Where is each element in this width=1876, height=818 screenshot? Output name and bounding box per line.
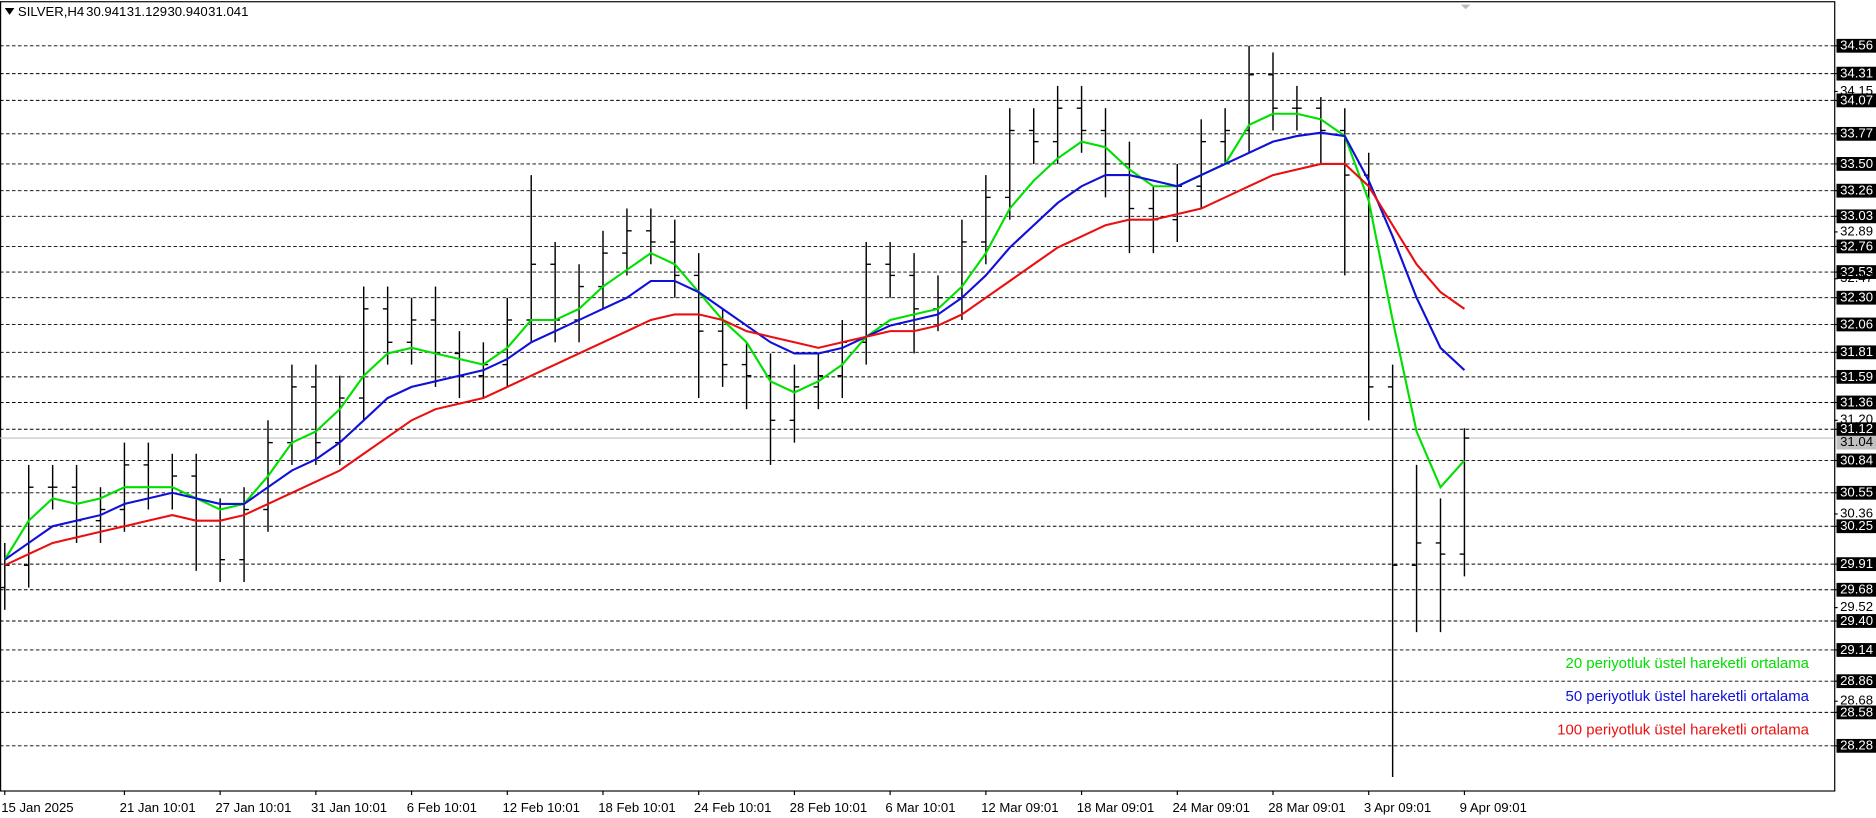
x-tick-label: 28 Feb 10:01 bbox=[790, 800, 868, 815]
x-tick-label: 31 Jan 10:01 bbox=[311, 800, 387, 815]
x-tick-label: 21 Jan 10:01 bbox=[120, 800, 196, 815]
x-tick-label: 15 Jan 2025 bbox=[1, 800, 73, 815]
y-label-box bbox=[1836, 265, 1876, 279]
y-label-box bbox=[1836, 290, 1876, 305]
y-tick-label: 30.25 bbox=[1840, 518, 1873, 533]
y-label-box bbox=[1836, 93, 1876, 108]
y-tick-label: 34.56 bbox=[1840, 38, 1873, 53]
y-label-box bbox=[1836, 674, 1876, 689]
x-tick-label: 6 Mar 10:01 bbox=[885, 800, 955, 815]
x-tick-label: 12 Mar 09:01 bbox=[981, 800, 1058, 815]
y-label-box bbox=[1836, 643, 1876, 657]
y-label-box bbox=[1836, 705, 1876, 720]
x-tick-label: 12 Feb 10:01 bbox=[503, 800, 581, 815]
y-label-box bbox=[1836, 485, 1876, 500]
y-tick-label: 33.03 bbox=[1840, 208, 1873, 223]
ema-line bbox=[4, 162, 1466, 567]
y-label-box bbox=[1836, 317, 1876, 332]
y-label-box bbox=[1836, 395, 1876, 410]
y-label-box bbox=[1836, 126, 1876, 141]
y-tick-label: 34.31 bbox=[1840, 66, 1873, 81]
y-tick-label: 29.68 bbox=[1840, 582, 1873, 597]
x-tick-label: 18 Feb 10:01 bbox=[598, 800, 676, 815]
x-tick-label: 27 Jan 10:01 bbox=[215, 800, 291, 815]
y-minor-label: 30.36 bbox=[1840, 506, 1873, 521]
ohlc-text: 30.940 bbox=[168, 4, 208, 19]
ema-line bbox=[4, 131, 1466, 561]
y-label-box bbox=[1836, 209, 1876, 224]
plot-frame bbox=[0, 1, 1836, 792]
scroll-marker bbox=[1460, 4, 1471, 10]
y-tick-label: 33.50 bbox=[1840, 156, 1873, 171]
y-label-box bbox=[1836, 157, 1876, 171]
x-tick-label: 6 Feb 10:01 bbox=[407, 800, 477, 815]
y-label-box bbox=[1836, 453, 1876, 468]
symbol: SILVER,H4 bbox=[18, 4, 84, 19]
legend-label: 20 periyotluk üstel hareketli ortalama bbox=[1566, 656, 1810, 672]
y-tick-label: 32.30 bbox=[1840, 290, 1873, 305]
y-label-box bbox=[1836, 582, 1876, 597]
x-tick-label: 24 Feb 10:01 bbox=[694, 800, 772, 815]
current-price-label: 31.04 bbox=[1840, 434, 1873, 449]
ohlc-text: 31.041 bbox=[208, 4, 248, 19]
y-tick-label: 30.84 bbox=[1840, 453, 1873, 468]
y-label-box bbox=[1836, 183, 1876, 198]
x-tick-label: 3 Apr 09:01 bbox=[1364, 800, 1431, 815]
header-arrow bbox=[4, 8, 15, 15]
y-label-box bbox=[1836, 369, 1876, 384]
y-label-box bbox=[1836, 239, 1876, 254]
y-tick-label: 28.28 bbox=[1840, 738, 1873, 753]
legend-label: 50 periyotluk üstel hareketli ortalama bbox=[1566, 689, 1810, 705]
y-minor-label: 28.68 bbox=[1840, 693, 1873, 708]
y-tick-label: 32.06 bbox=[1840, 317, 1873, 332]
y-tick-label: 34.07 bbox=[1840, 93, 1873, 108]
current-price-box bbox=[1836, 435, 1876, 450]
y-tick-label: 31.59 bbox=[1840, 369, 1873, 384]
y-tick-label: 28.86 bbox=[1840, 673, 1873, 688]
y-tick-label: 29.91 bbox=[1840, 556, 1873, 571]
legend-label: 100 periyotluk üstel hareketli ortalama bbox=[1557, 723, 1810, 739]
y-label-box bbox=[1836, 738, 1876, 753]
y-minor-label: 29.52 bbox=[1840, 599, 1873, 614]
y-minor-label: 31.20 bbox=[1840, 412, 1873, 427]
y-tick-label: 31.12 bbox=[1840, 421, 1873, 436]
x-tick-label: 9 Apr 09:01 bbox=[1460, 800, 1527, 815]
y-tick-label: 31.36 bbox=[1840, 395, 1873, 410]
y-tick-label: 32.53 bbox=[1840, 264, 1873, 279]
y-tick-label: 31.81 bbox=[1840, 344, 1873, 359]
y-tick-label: 29.40 bbox=[1840, 613, 1873, 628]
y-tick-label: 30.55 bbox=[1840, 485, 1873, 500]
y-minor-label: 32.47 bbox=[1840, 270, 1873, 285]
y-tick-label: 28.58 bbox=[1840, 705, 1873, 720]
x-tick-label: 24 Mar 09:01 bbox=[1173, 800, 1250, 815]
x-tick-label: 18 Mar 09:01 bbox=[1077, 800, 1154, 815]
y-minor-label: 34.15 bbox=[1840, 83, 1873, 98]
y-label-box bbox=[1836, 557, 1876, 572]
y-label-box bbox=[1836, 422, 1876, 437]
y-tick-label: 33.26 bbox=[1840, 183, 1873, 198]
y-tick-label: 33.77 bbox=[1840, 126, 1873, 141]
x-tick-label: 28 Mar 09:01 bbox=[1268, 800, 1345, 815]
ohlc-text: 30.941 bbox=[86, 4, 126, 19]
y-label-box bbox=[1836, 614, 1876, 628]
y-label-box bbox=[1836, 66, 1876, 81]
y-tick-label: 29.14 bbox=[1840, 642, 1873, 657]
y-label-box bbox=[1836, 345, 1876, 360]
y-tick-label: 32.76 bbox=[1840, 239, 1873, 254]
ohlc-text: 31.129 bbox=[127, 4, 167, 19]
y-label-box bbox=[1836, 519, 1876, 534]
y-minor-label: 32.89 bbox=[1840, 224, 1873, 239]
y-label-box bbox=[1836, 38, 1876, 53]
